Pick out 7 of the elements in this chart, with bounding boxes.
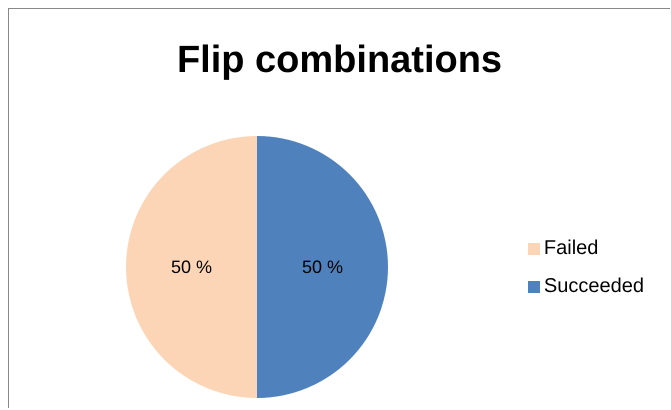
data-label: 50 % bbox=[302, 257, 344, 277]
pie-slice bbox=[126, 136, 257, 398]
legend-label: Failed bbox=[544, 237, 598, 259]
legend-label: Succeeded bbox=[544, 275, 644, 297]
data-label: 50 % bbox=[170, 257, 212, 277]
pie-slice bbox=[257, 136, 388, 398]
chart-title: Flip combinations bbox=[176, 38, 504, 83]
